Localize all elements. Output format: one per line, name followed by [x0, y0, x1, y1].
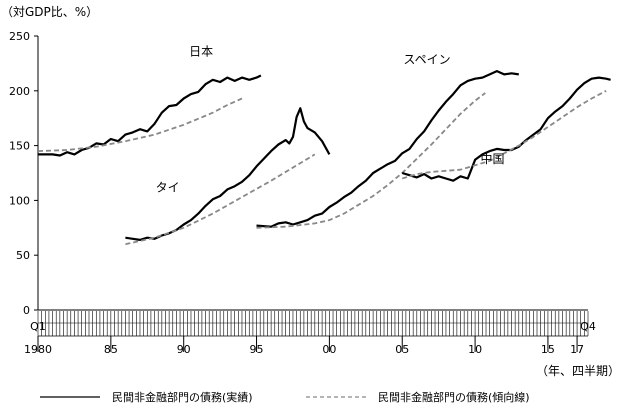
series-line-actual	[38, 74, 262, 157]
series-label: スペイン	[403, 52, 450, 66]
x-tick-label: 10	[468, 343, 482, 356]
axes: 0 50 100 150 200 250 1980 85 90 95 00 05 10 15 17 Q1 Q4	[9, 30, 596, 356]
series-line-trend	[401, 90, 607, 180]
x-tick-label: 05	[395, 343, 409, 356]
y-unit-label: （対GDP比、%）	[1, 5, 99, 19]
y-tick-label: 0	[23, 304, 30, 317]
series-label: 日本	[189, 45, 213, 59]
y-tick-label: 50	[16, 249, 30, 262]
series-line-actual	[125, 107, 331, 241]
series-line-trend	[37, 97, 243, 152]
x-tick-label: 1980	[24, 343, 52, 356]
series-lines	[37, 69, 611, 246]
x-quarter-label: Q4	[580, 320, 596, 333]
series-line-trend	[125, 153, 316, 246]
series-line-actual	[401, 76, 611, 182]
x-quarter-label: Q1	[30, 320, 46, 333]
x-tick-label: 90	[177, 343, 191, 356]
x-tick-label: 95	[250, 343, 264, 356]
series-label: 中国	[481, 151, 505, 166]
x-unit-label: （年、四半期）	[536, 364, 621, 378]
x-tick-label: 00	[322, 343, 336, 356]
x-tick-label: 17	[570, 343, 584, 356]
series-line-actual	[256, 69, 519, 228]
x-tick-label: 15	[541, 343, 555, 356]
series-line-trend	[256, 92, 486, 229]
series-label: タイ	[156, 181, 180, 195]
x-tick-label: 85	[104, 343, 118, 356]
legend-label-actual: 民間非金融部門の債務(実績)	[112, 390, 253, 404]
y-tick-label: 250	[9, 30, 30, 43]
legend-label-trend: 民間非金融部門の債務(傾向線)	[378, 390, 530, 404]
y-tick-label: 100	[9, 194, 30, 207]
y-tick-label: 150	[9, 140, 30, 153]
legend: 民間非金融部門の債務(実績) 民間非金融部門の債務(傾向線)	[40, 390, 530, 404]
y-tick-label: 200	[9, 85, 30, 98]
